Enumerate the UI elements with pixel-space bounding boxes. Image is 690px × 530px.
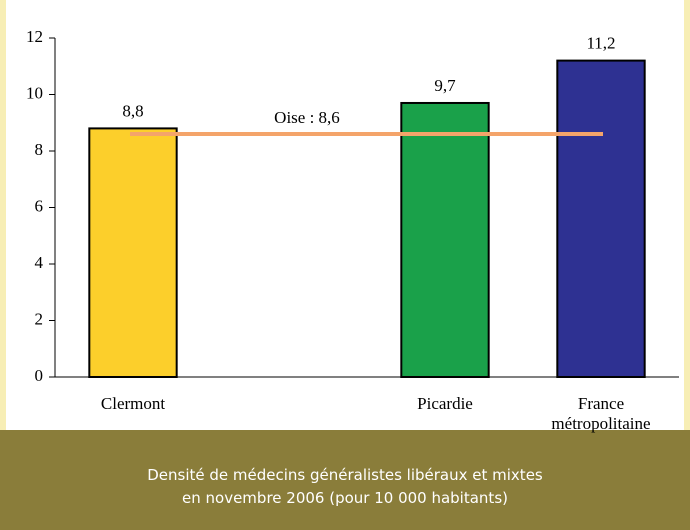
caption-line: Densité de médecins généralistes libérau… bbox=[147, 466, 543, 484]
y-tick-label: 4 bbox=[35, 253, 44, 272]
caption-line: en novembre 2006 (pour 10 000 habitants) bbox=[182, 489, 508, 507]
y-tick-label: 10 bbox=[26, 83, 43, 102]
bar bbox=[556, 59, 646, 378]
y-tick-label: 2 bbox=[35, 309, 44, 328]
y-tick-label: 8 bbox=[35, 140, 44, 159]
value-label: 9,7 bbox=[434, 76, 456, 95]
bar bbox=[88, 127, 178, 378]
y-tick-label: 6 bbox=[35, 196, 44, 215]
reference-label: Oise : 8,6 bbox=[274, 108, 340, 127]
value-label: 8,8 bbox=[122, 101, 143, 120]
x-tick-label: France métropolitaine bbox=[551, 394, 651, 433]
x-tick-label: Clermont bbox=[100, 394, 166, 413]
y-tick-label: 0 bbox=[35, 366, 44, 385]
chart: 0 2 4 6 8 10 12 8,8 9,7 11,2 Oise : 8,6 bbox=[26, 27, 679, 385]
caption: Densité de médecins généralistes libérau… bbox=[0, 430, 690, 530]
x-tick-label: Picardie bbox=[417, 394, 473, 413]
y-tick-label: 12 bbox=[26, 27, 43, 46]
bar bbox=[400, 101, 490, 378]
value-label: 11,2 bbox=[586, 34, 615, 53]
